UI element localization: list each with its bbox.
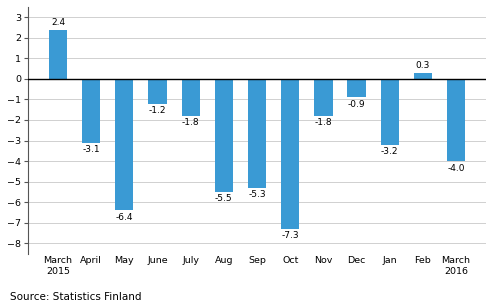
Bar [115,79,134,210]
Text: -1.8: -1.8 [182,118,200,127]
Text: -1.8: -1.8 [315,118,332,127]
Text: -0.9: -0.9 [348,100,365,109]
Bar [381,79,399,145]
Bar [414,73,432,79]
Text: 2.4: 2.4 [51,18,65,27]
Text: 0.3: 0.3 [416,61,430,70]
Bar [82,79,100,143]
Bar [49,29,67,79]
Text: -3.1: -3.1 [82,145,100,154]
Bar [248,79,266,188]
Text: -7.3: -7.3 [282,231,299,240]
Bar [281,79,299,229]
Bar [348,79,366,97]
Text: -5.5: -5.5 [215,194,233,203]
Bar [181,79,200,116]
Bar [215,79,233,192]
Text: -6.4: -6.4 [115,213,133,222]
Text: -1.2: -1.2 [149,106,166,115]
Text: -3.2: -3.2 [381,147,398,156]
Text: -4.0: -4.0 [447,164,465,173]
Text: Source: Statistics Finland: Source: Statistics Finland [10,292,141,302]
Bar [148,79,167,104]
Text: -5.3: -5.3 [248,190,266,199]
Bar [447,79,465,161]
Bar [314,79,332,116]
